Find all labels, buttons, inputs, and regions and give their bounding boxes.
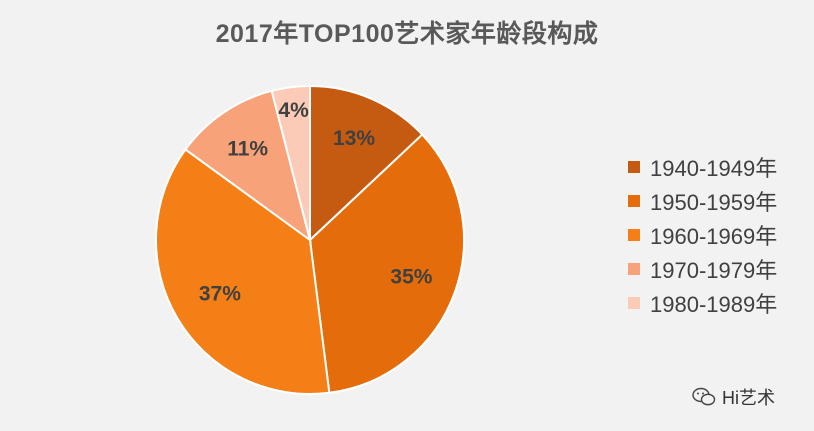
slice-data-label: 37% [199,282,241,305]
legend-item-1980s: 1980-1989年 [628,286,777,320]
legend-swatch [628,229,640,241]
watermark: Hi艺术 [692,384,775,410]
chart-title: 2017年TOP100艺术家年龄段构成 [215,20,599,48]
legend-label: 1980-1989年 [650,292,778,317]
slice-data-label: 11% [227,137,268,160]
legend-label: 1950-1959年 [650,190,778,215]
legend: 1940-1949年 1950-1959年 1960-1969年 1970-19… [628,150,777,320]
pie-slice [309,84,424,243]
legend-label: 1940-1949年 [650,156,778,181]
slice-data-label: 13% [333,127,375,150]
pie-slice [308,133,465,394]
pie-slice [270,84,311,241]
pie-slice [155,148,331,395]
slice-data-label: 35% [390,266,432,289]
pie-slice [184,89,312,243]
legend-swatch [628,263,640,275]
legend-item-1940s: 1940-1949年 [628,150,777,184]
legend-item-1960s: 1960-1969年 [628,218,777,252]
legend-swatch [628,161,640,173]
legend-swatch [628,195,640,207]
slice-data-label: 4% [278,99,309,122]
legend-label: 1960-1969年 [650,224,778,249]
legend-label: 1970-1979年 [650,258,778,283]
watermark-text: Hi艺术 [722,388,775,408]
legend-item-1950s: 1950-1959年 [628,184,777,218]
legend-item-1970s: 1970-1979年 [628,252,777,286]
legend-swatch [628,297,640,309]
wechat-icon [692,387,716,406]
